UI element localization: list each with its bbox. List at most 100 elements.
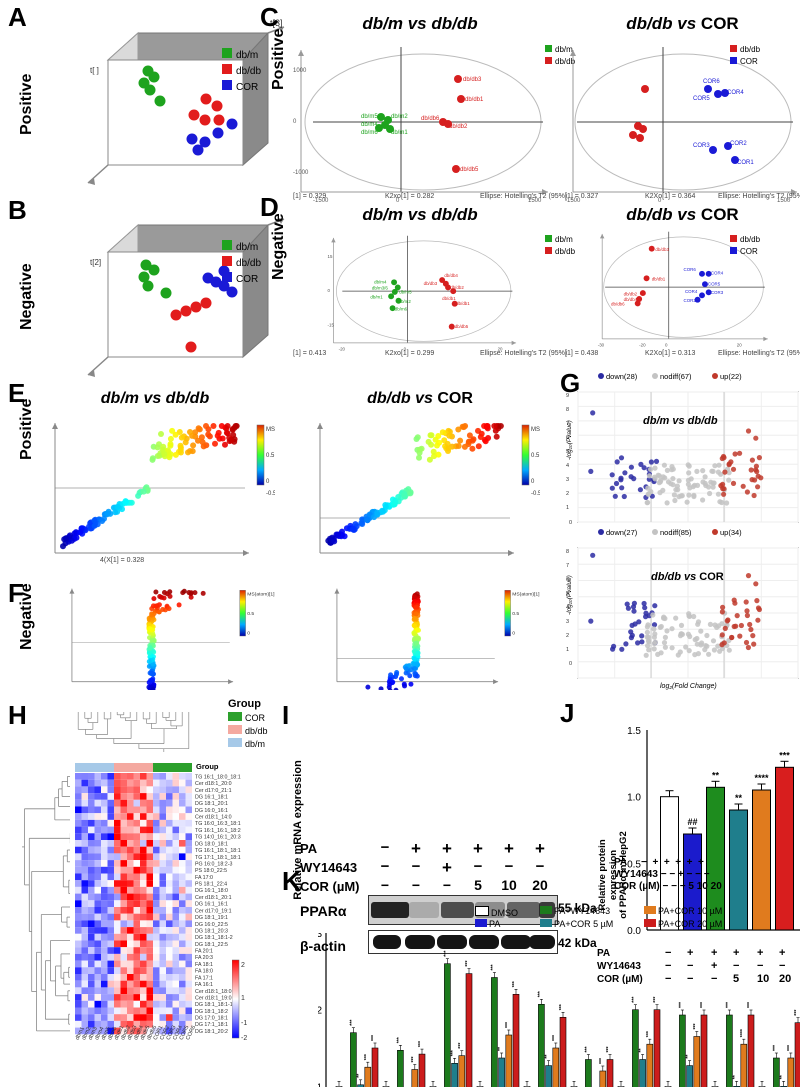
svg-text:FA 16:1: FA 16:1 [195,982,213,988]
svg-text:***: *** [693,1022,699,1029]
svg-text:COR2: COR2 [684,298,697,303]
svg-text:Cer d17:0_21:1: Cer d17:0_21:1 [195,788,232,794]
svg-text:COR1: COR1 [737,160,754,166]
svg-text:***: *** [349,1019,355,1026]
svg-text:COR2: COR2 [730,141,747,147]
svg-text:FA 17:0: FA 17:0 [195,875,213,881]
svg-text:***: *** [700,1001,706,1008]
svg-text:-0.5: -0.5 [266,491,275,497]
svg-text:**: ** [639,1047,645,1052]
svg-text:db/db5: db/db5 [460,167,479,173]
svg-text:DG 18:1_20:3: DG 18:1_20:3 [195,928,228,934]
svg-text:2: 2 [566,633,569,639]
svg-text:db/m5: db/m5 [399,289,412,294]
svg-text:DG 18:1_18:1-1: DG 18:1_18:1-1 [195,1002,233,1008]
svg-text:t[2]: t[2] [90,258,101,267]
svg-text:-1000: -1000 [293,170,309,176]
svg-text:***: *** [584,1045,590,1052]
svg-text:-2: -2 [241,1035,247,1042]
svg-text:COR4: COR4 [685,289,698,294]
svg-text:FA 18:1: FA 18:1 [195,962,213,968]
svg-text:8: 8 [566,407,569,413]
svg-text:8: 8 [566,549,569,555]
svg-text:***: *** [794,1009,800,1016]
svg-text:FA 17:1: FA 17:1 [195,975,213,981]
svg-text:db/db4: db/db4 [444,273,458,278]
svg-text:db/m2: db/m2 [391,114,408,120]
svg-text:**: ** [545,1054,551,1059]
svg-text:-1: -1 [241,1020,247,1027]
svg-text:db/db1: db/db1 [442,296,456,301]
svg-text:***: *** [725,1001,731,1008]
svg-text:0: 0 [328,288,331,293]
svg-text:-20: -20 [639,342,646,347]
svg-text:7: 7 [566,563,569,569]
svg-text:***: *** [653,996,659,1003]
svg-text:***: *** [458,1042,464,1049]
svg-text:Cer d18:1_20:0: Cer d18:1_20:0 [195,781,232,787]
svg-text:COR3: COR3 [693,143,710,149]
svg-text:DG 18:1_20:1: DG 18:1_20:1 [195,801,228,807]
svg-text:0: 0 [665,342,668,347]
svg-text:0: 0 [266,479,270,485]
svg-text:Cer d18:1_18:0: Cer d18:1_18:0 [195,989,232,995]
svg-text:db/db1: db/db1 [652,276,666,281]
svg-text:DG 16:1_18:1: DG 16:1_18:1 [195,795,228,801]
svg-text:3: 3 [566,477,569,483]
svg-text:**: ** [733,1074,739,1079]
svg-text:COR6: COR6 [703,79,720,85]
svg-text:Cer d18:1_19:0: Cer d18:1_19:0 [195,995,232,1001]
svg-text:TG 14:0_16:1_20:3: TG 14:0_16:1_20:3 [195,835,241,841]
svg-text:3: 3 [318,933,322,940]
svg-text:PG 16:0_18:2-3: PG 16:0_18:2-3 [195,862,232,868]
svg-text:***: *** [443,950,449,957]
svg-text:0: 0 [569,661,572,667]
svg-text:MS(atom)[1]: MS(atom)[1] [266,427,275,433]
svg-text:db/m2: db/m2 [399,299,412,304]
svg-text:9: 9 [566,393,569,399]
svg-text:db/m5: db/m5 [361,114,378,120]
svg-text:db/m1: db/m1 [391,130,408,136]
svg-text:db/db4: db/db4 [624,297,638,302]
svg-text:db/m4: db/m4 [374,280,387,285]
svg-text:DG 16:0_16:1: DG 16:0_16:1 [195,808,228,814]
svg-text:db/db1: db/db1 [465,97,484,103]
svg-text:0.5: 0.5 [247,611,254,617]
svg-text:0: 0 [531,479,535,485]
svg-text:TG 16:1_18:0_18:1: TG 16:1_18:0_18:1 [195,774,241,780]
svg-text:db/db2: db/db2 [450,285,464,290]
svg-text:Cer d17:0_19:1: Cer d17:0_19:1 [195,908,232,914]
svg-text:15: 15 [328,254,333,259]
svg-text:***: *** [678,1001,684,1008]
svg-text:DG 18:1_22:5: DG 18:1_22:5 [195,942,228,948]
svg-text:DG 18:1_18:2: DG 18:1_18:2 [195,1009,228,1015]
svg-text:3: 3 [566,619,569,625]
svg-text:db/db6: db/db6 [421,116,440,122]
svg-text:COR3: COR3 [711,290,724,295]
svg-text:TG 16:1_16:1_18:2: TG 16:1_16:1_18:2 [195,828,241,834]
svg-text:***: *** [787,1044,793,1051]
svg-text:***: *** [552,1034,558,1041]
svg-text:TG 17:1_18:1_18:1: TG 17:1_18:1_18:1 [195,855,241,861]
svg-text:***: *** [779,750,790,760]
svg-text:COR5: COR5 [693,96,710,102]
svg-text:0: 0 [569,520,572,526]
svg-text:FA 20:3: FA 20:3 [195,955,213,961]
svg-text:DG 17:1_18:1: DG 17:1_18:1 [195,1022,228,1028]
svg-text:***: *** [537,990,543,997]
svg-text:MS(atom)[1]: MS(atom)[1] [247,591,275,597]
svg-text:**: ** [780,1074,786,1079]
svg-text:***: *** [451,1049,457,1056]
svg-text:***: *** [606,1045,612,1052]
svg-text:db/m6: db/m6 [361,130,378,136]
svg-text:1: 1 [566,647,569,653]
svg-text:**: ** [712,770,720,780]
svg-text:DG 18:1_19:1: DG 18:1_19:1 [195,915,228,921]
svg-text:0: 0 [247,630,250,636]
svg-text:COR4: COR4 [711,271,724,276]
svg-text:1000: 1000 [293,68,307,74]
svg-text:1: 1 [318,1082,322,1087]
svg-text:-20: -20 [339,346,346,351]
svg-text:20: 20 [737,342,742,347]
svg-text:DG 18:1_18:1-2: DG 18:1_18:1-2 [195,935,233,941]
